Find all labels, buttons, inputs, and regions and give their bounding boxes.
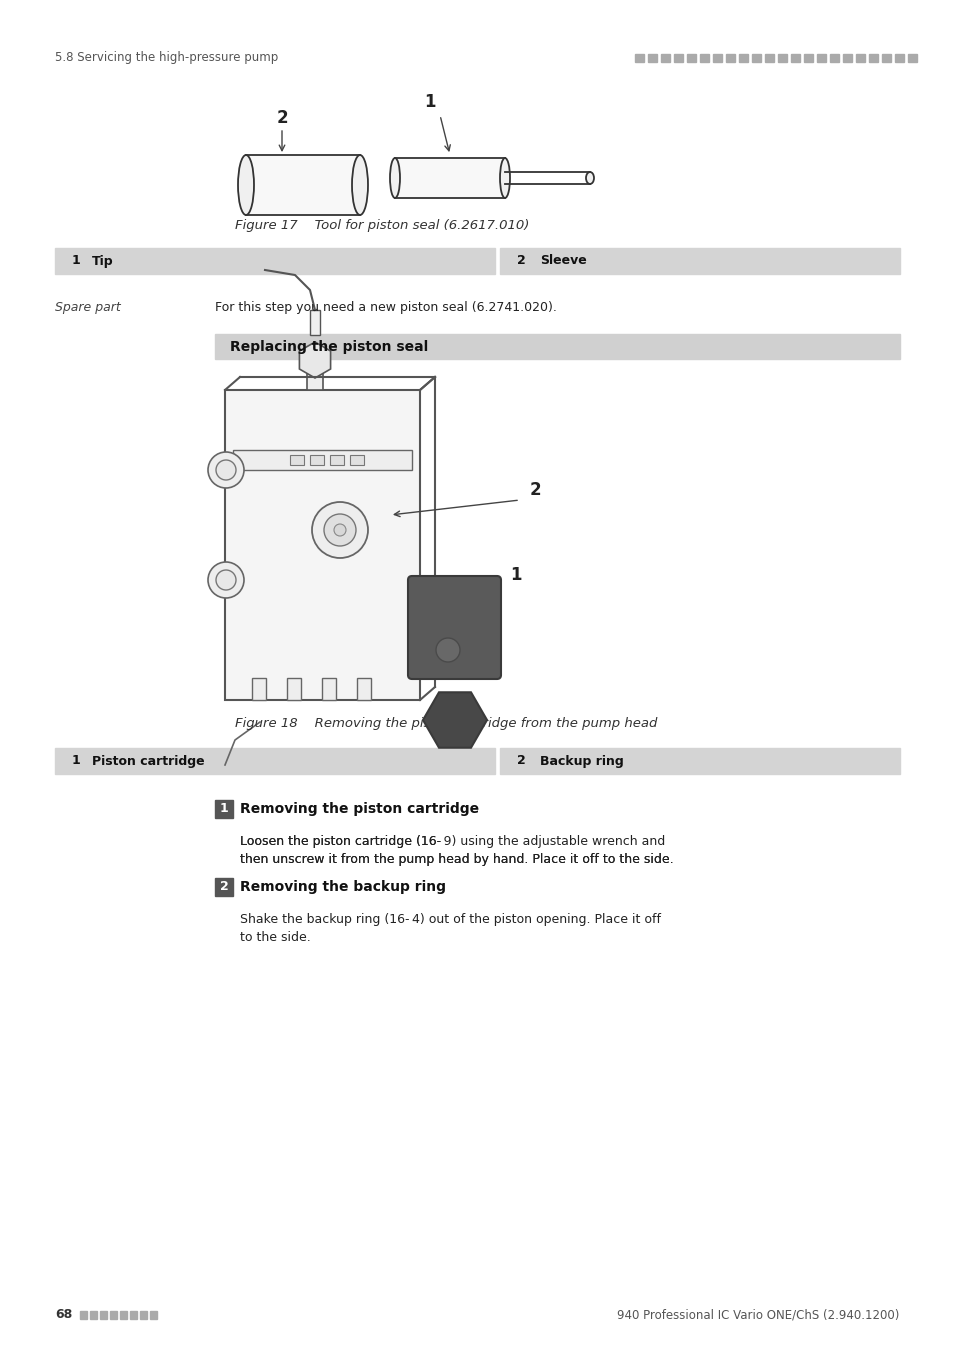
Bar	[310, 455, 324, 464]
Bar	[647, 54, 657, 62]
Text: 5.8 Servicing the high-pressure pump: 5.8 Servicing the high-pressure pump	[55, 51, 278, 65]
Circle shape	[208, 562, 244, 598]
Bar	[686, 54, 696, 62]
Text: For this step you need a new piston seal (6.2741.020).: For this step you need a new piston seal…	[214, 301, 557, 315]
Bar	[252, 678, 266, 701]
FancyBboxPatch shape	[225, 390, 419, 701]
Text: 2: 2	[276, 109, 288, 127]
Text: 1: 1	[71, 755, 81, 768]
Bar	[842, 54, 851, 62]
Text: 1: 1	[510, 566, 521, 585]
Bar	[330, 455, 344, 464]
Bar	[100, 1311, 107, 1319]
Text: Figure 17    Tool for piston seal (6.2617.010): Figure 17 Tool for piston seal (6.2617.0…	[234, 219, 529, 231]
Bar	[55, 248, 495, 274]
Text: 2: 2	[517, 255, 525, 267]
FancyBboxPatch shape	[214, 801, 233, 818]
Text: Sleeve: Sleeve	[539, 255, 586, 267]
Text: 2: 2	[219, 880, 228, 894]
Ellipse shape	[499, 158, 510, 198]
Circle shape	[208, 452, 244, 487]
Ellipse shape	[237, 155, 253, 215]
Bar	[499, 248, 899, 274]
Bar	[829, 54, 838, 62]
Bar	[140, 1311, 147, 1319]
Bar	[635, 54, 643, 62]
Text: 940 Professional IC Vario ONE/ChS (2.940.1200): 940 Professional IC Vario ONE/ChS (2.940…	[616, 1308, 898, 1322]
Circle shape	[312, 502, 368, 558]
Text: Piston cartridge: Piston cartridge	[91, 755, 204, 768]
Circle shape	[436, 639, 459, 662]
Text: then unscrew it from the pump head by hand. Place it off to the side.: then unscrew it from the pump head by ha…	[240, 853, 673, 865]
Bar	[751, 54, 760, 62]
Bar	[356, 678, 371, 701]
Bar	[233, 450, 412, 470]
Bar	[894, 54, 903, 62]
Ellipse shape	[585, 171, 594, 184]
Bar	[882, 54, 890, 62]
Bar	[855, 54, 864, 62]
Bar	[415, 620, 444, 634]
Bar	[287, 678, 301, 701]
Bar	[90, 1311, 97, 1319]
Bar	[803, 54, 812, 62]
Bar	[310, 310, 319, 335]
Bar	[120, 1311, 127, 1319]
Text: 1: 1	[71, 255, 81, 267]
FancyBboxPatch shape	[395, 158, 504, 198]
Bar	[214, 333, 899, 359]
Circle shape	[215, 570, 235, 590]
Text: Loosen the piston cartridge (16-: Loosen the piston cartridge (16-	[240, 836, 440, 848]
Bar	[907, 54, 916, 62]
Text: Tip: Tip	[91, 255, 113, 267]
Bar	[712, 54, 721, 62]
Text: Shake the backup ring (16- 4) out of the piston opening. Place it off: Shake the backup ring (16- 4) out of the…	[240, 913, 660, 926]
Bar	[55, 748, 495, 774]
Text: 2: 2	[517, 755, 525, 768]
FancyBboxPatch shape	[408, 576, 500, 679]
Bar	[150, 1311, 157, 1319]
Bar	[778, 54, 786, 62]
Bar	[739, 54, 747, 62]
Bar	[80, 1311, 87, 1319]
FancyBboxPatch shape	[214, 878, 233, 896]
Text: 2: 2	[530, 481, 541, 500]
Bar	[350, 455, 364, 464]
Text: 1: 1	[219, 802, 228, 815]
Bar	[499, 748, 899, 774]
Text: then unscrew it from the pump head by hand. Place it off to the side.: then unscrew it from the pump head by ha…	[240, 853, 673, 865]
FancyBboxPatch shape	[246, 155, 359, 215]
Text: Spare part: Spare part	[55, 301, 121, 315]
Bar	[307, 373, 323, 390]
Text: Figure 18    Removing the piston cartridge from the pump head: Figure 18 Removing the piston cartridge …	[234, 717, 657, 729]
Bar	[725, 54, 734, 62]
Text: 1: 1	[424, 93, 436, 111]
Ellipse shape	[390, 158, 399, 198]
Text: Replacing the piston seal: Replacing the piston seal	[230, 339, 428, 354]
Text: Removing the piston cartridge: Removing the piston cartridge	[240, 802, 478, 815]
Text: Backup ring: Backup ring	[539, 755, 623, 768]
Ellipse shape	[352, 155, 368, 215]
Bar	[868, 54, 877, 62]
Bar	[764, 54, 773, 62]
Bar	[130, 1311, 137, 1319]
Circle shape	[324, 514, 355, 545]
Bar	[110, 1311, 117, 1319]
Circle shape	[215, 460, 235, 481]
Bar	[700, 54, 708, 62]
Bar	[816, 54, 825, 62]
Text: Loosen the piston cartridge (16- 9) using the adjustable wrench and: Loosen the piston cartridge (16- 9) usin…	[240, 836, 664, 848]
Bar	[673, 54, 682, 62]
Circle shape	[334, 524, 346, 536]
Bar	[660, 54, 669, 62]
Text: to the side.: to the side.	[240, 931, 311, 944]
Bar	[290, 455, 304, 464]
Text: Removing the backup ring: Removing the backup ring	[240, 880, 446, 894]
Bar	[790, 54, 800, 62]
Bar	[322, 678, 335, 701]
Text: 68: 68	[55, 1308, 72, 1322]
